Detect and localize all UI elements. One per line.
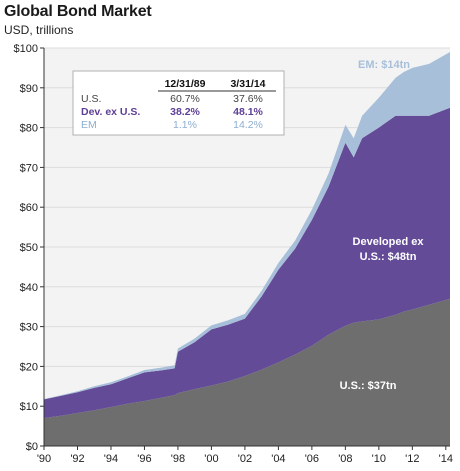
x-tick-label: '08: [338, 453, 352, 465]
y-tick-label: $50: [20, 242, 38, 254]
y-axis-ticks: $0 $10 $20 $30 $40 $50 $60 $70 $80 $90 $100: [14, 43, 44, 453]
x-tick-label: '96: [137, 453, 151, 465]
table-row-em-2014: 14.2%: [233, 119, 263, 131]
y-tick-label: $60: [20, 202, 38, 214]
area-em: [44, 52, 450, 400]
table-header-2014: 3/31/14: [230, 78, 265, 90]
table-row-us-label: U.S.: [81, 93, 101, 105]
x-axis-ticks: '90 '92 '94 '96 '98 '00 '02 '04 '06 '08 '10 '12 '14: [37, 446, 453, 465]
y-tick-label: $20: [20, 361, 38, 373]
table-row-dev-label: Dev. ex U.S.: [81, 106, 140, 118]
area-layers: [44, 52, 450, 446]
x-tick-label: '90: [37, 453, 51, 465]
x-tick-label: '10: [372, 453, 386, 465]
em-annotation: EM: $14tn: [358, 59, 410, 71]
table-row-us-2014: 37.6%: [233, 93, 263, 105]
table-row-dev-1989: 38.2%: [170, 106, 200, 118]
y-tick-label: $100: [14, 43, 38, 55]
share-table-box: [72, 70, 285, 136]
table-header-1989: 12/31/89: [165, 78, 206, 90]
y-tick-label: $0: [26, 441, 38, 453]
x-tick-label: '00: [204, 453, 218, 465]
us-annotation: U.S.: $37tn: [340, 380, 397, 392]
chart-title: Global Bond Market: [4, 3, 152, 20]
table-row-em-label: EM: [81, 119, 97, 131]
table-row-us-1989: 60.7%: [170, 93, 200, 105]
y-tick-label: $70: [20, 162, 38, 174]
x-tick-label: '98: [171, 453, 185, 465]
x-tick-label: '92: [70, 453, 84, 465]
dev-annotation-line1: Developed ex: [353, 236, 425, 248]
dev-annotation-line2: U.S.: $48tn: [360, 251, 417, 263]
table-row-em-1989: 1.1%: [173, 119, 197, 131]
x-tick-label: '02: [238, 453, 252, 465]
share-table: 12/31/89 3/31/14 U.S. 60.7% 37.6% Dev. e…: [72, 70, 285, 136]
area-us: [44, 298, 450, 446]
y-tick-label: $40: [20, 282, 38, 294]
y-tick-label: $80: [20, 123, 38, 135]
area-dev-ex-us: [44, 107, 450, 419]
x-tick-label: '12: [405, 453, 419, 465]
x-tick-label: '04: [271, 453, 285, 465]
y-tick-label: $10: [20, 401, 38, 413]
table-row-dev-2014: 48.1%: [233, 106, 263, 118]
x-tick-label: '94: [104, 453, 118, 465]
y-tick-label: $90: [20, 83, 38, 95]
x-tick-label: '14: [439, 453, 453, 465]
chart-subtitle: USD, trillions: [4, 23, 74, 37]
x-tick-label: '06: [305, 453, 319, 465]
y-tick-label: $30: [20, 322, 38, 334]
